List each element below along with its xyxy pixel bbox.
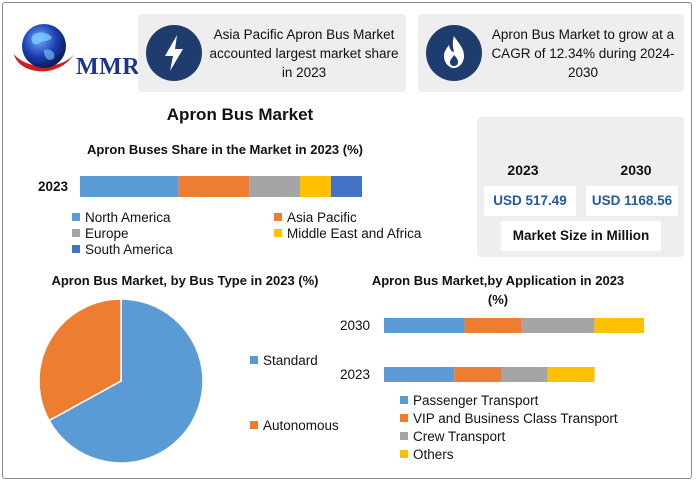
- legend-vip-business-transport: VIP and Business Class Transport: [400, 411, 618, 426]
- highlight-text-2: Apron Bus Market to grow at a CAGR of 12…: [491, 26, 675, 80]
- market-size-panel: 2023 2030 USD 517.49 USD 1168.56 Market …: [477, 117, 684, 257]
- market-size-value-2023: USD 517.49: [484, 186, 576, 216]
- market-size-value-2030: USD 1168.56: [586, 186, 678, 216]
- globe-icon: [14, 24, 74, 72]
- market-size-year-2023: 2023: [507, 162, 539, 178]
- highlight-box-2: Apron Bus Market to grow at a CAGR of 12…: [418, 14, 684, 92]
- legend-standard: Standard: [250, 353, 318, 368]
- market-size-label: Market Size in Million: [501, 221, 661, 251]
- brand-logo: MMR: [8, 14, 142, 80]
- market-size-year-2030: 2030: [620, 162, 652, 178]
- legend-crew-transport: Crew Transport: [400, 429, 505, 444]
- infographic-frame: [2, 2, 692, 479]
- legend-europe: Europe: [72, 226, 129, 241]
- brand-name: MMR: [76, 54, 141, 80]
- legend-south-america: South America: [72, 242, 173, 257]
- legend-asia-pacific: Asia Pacific: [274, 210, 357, 225]
- flame-icon: [426, 25, 482, 81]
- legend-autonomous: Autonomous: [250, 418, 339, 433]
- chart2-title: Apron Bus Market, by Bus Type in 2023 (%…: [51, 273, 319, 288]
- chart3-title: Apron Bus Market,by Application in 2023 …: [371, 273, 625, 307]
- highlight-text-1: Asia Pacific Apron Bus Market accounted …: [209, 26, 399, 80]
- legend-passenger-transport: Passenger Transport: [400, 393, 538, 408]
- legend-north-america: North America: [72, 210, 171, 225]
- legend-middle-east-africa: Middle East and Africa: [274, 226, 421, 241]
- chart1-title: Apron Buses Share in the Market in 2023 …: [87, 142, 363, 157]
- page-title: Apron Bus Market: [166, 105, 314, 124]
- highlight-box-1: Asia Pacific Apron Bus Market accounted …: [138, 14, 406, 92]
- lightning-icon: [146, 25, 202, 81]
- legend-others: Others: [400, 447, 454, 462]
